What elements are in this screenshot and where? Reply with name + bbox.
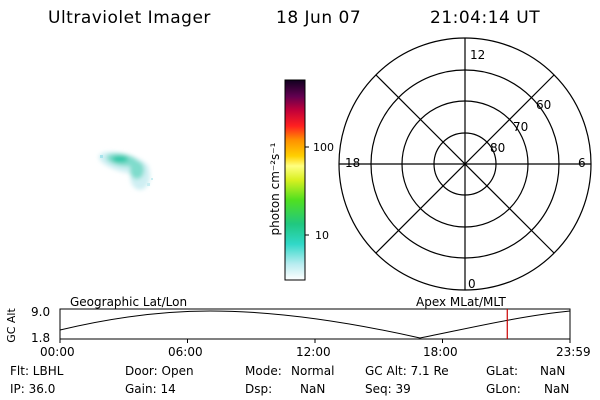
lat-label-80: 80 [490,141,506,155]
lat-label-60: 60 [536,98,552,112]
info-glon-label: GLon: [486,382,521,396]
date-label: 18 Jun 07 [276,8,362,28]
timeline-right-label: Apex MLat/MLT [416,295,506,309]
info-ip: IP: 36.0 [10,382,56,396]
timeline-left-label: Geographic Lat/Lon [70,295,188,309]
info-mode-value: Normal [291,364,335,378]
timeline-tick-3: 18:00 [423,345,458,359]
mlt-label-18: 18 [345,156,361,170]
timeline-ticks [59,339,571,343]
timeline-y-min: 1.8 [31,331,51,345]
info-dsp-label: Dsp: [245,382,273,396]
info-gcalt: GC Alt: 7.1 Re [365,364,449,378]
colorbar [284,79,309,281]
info-glat-label: GLat: [486,364,519,378]
altitude-curve [59,310,571,339]
mlt-label-6: 6 [578,156,586,170]
lat-label-70: 70 [513,120,529,134]
polar-diagonal-2 [375,74,555,254]
colorbar-tick-10: 10 [315,229,329,242]
polar-plot [338,37,592,291]
info-dsp-value: NaN [300,382,326,396]
mlt-label-0: 0 [468,277,476,291]
timeline-tick-2: 12:00 [296,345,331,359]
colorbar-tick-100: 100 [313,141,334,154]
info-glon-value: NaN [544,382,570,396]
timeline-frame [59,308,571,340]
info-door: Door: Open [125,364,194,378]
instrument-title: Ultraviolet Imager [48,8,211,28]
info-flt: Flt: LBHL [10,364,64,378]
mlt-label-12: 12 [470,48,486,62]
info-gain: Gain: 14 [125,382,176,396]
timeline-tick-0: 00:00 [40,345,75,359]
time-label: 21:04:14 UT [430,8,541,28]
timeline-tick-1: 06:00 [168,345,203,359]
info-seq: Seq: 39 [365,382,411,396]
timeline-tick-4: 23:59 [556,345,591,359]
timeline-y-max: 9.0 [31,305,51,319]
info-glat-value: NaN [540,364,566,378]
info-mode-label: Mode: [245,364,282,378]
